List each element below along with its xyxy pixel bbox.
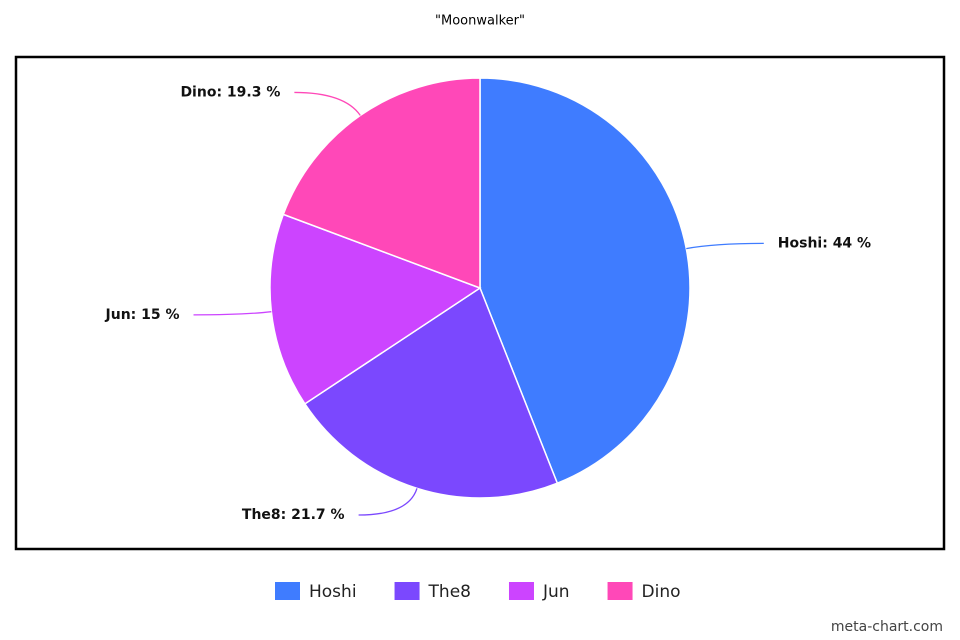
pie-slice <box>269 213 482 405</box>
legend-swatch <box>394 582 420 600</box>
watermark: meta-chart.com <box>831 619 943 635</box>
data-label: Hoshi: 44 % <box>778 235 871 251</box>
legend-swatch <box>275 582 300 600</box>
leader-line <box>193 311 272 316</box>
pie-slice <box>282 77 481 290</box>
legend-label: Hoshi <box>309 582 357 602</box>
leader-line <box>358 488 418 516</box>
chart-title: "Moonwalker" <box>435 14 525 29</box>
legend-label: Jun <box>542 582 570 602</box>
pie-slice <box>303 286 559 499</box>
data-label: The8: 21.7 % <box>242 507 345 523</box>
legend-swatch <box>607 582 633 600</box>
plot-frame <box>14 55 946 551</box>
leader-line <box>294 91 361 116</box>
pie-slice <box>479 77 691 485</box>
data-label: Dino: 19.3 % <box>180 84 280 100</box>
legend-label: Dino <box>642 582 681 602</box>
legend-label: The8 <box>428 582 471 602</box>
data-label: Jun: 15 % <box>105 307 180 323</box>
leader-line <box>686 242 764 250</box>
legend-swatch <box>508 582 534 600</box>
